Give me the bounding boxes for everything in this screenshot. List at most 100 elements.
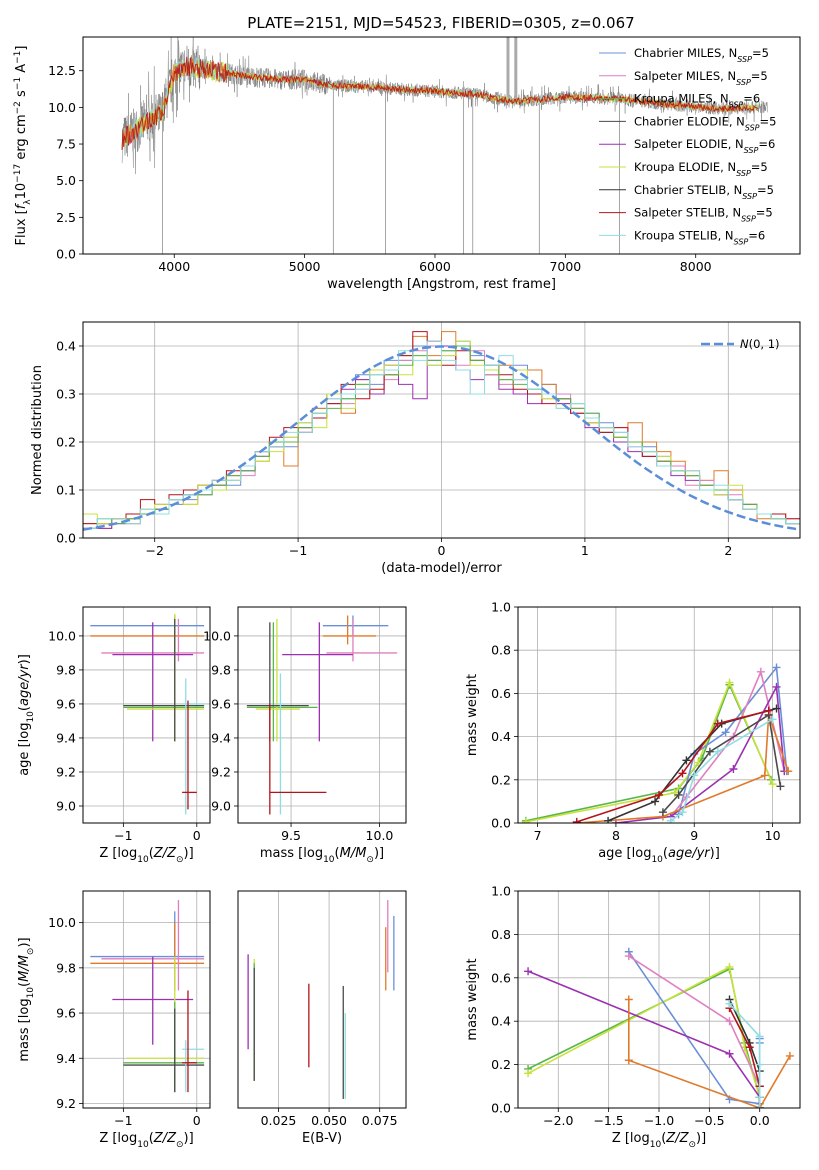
legend-text: Salpeter MILES, N <box>634 69 736 83</box>
x-tick-label: 0 <box>438 543 446 558</box>
y-tick-label: 9.2 <box>56 764 76 779</box>
x-axis-label-part: Z [log <box>612 1131 650 1146</box>
y-axis-label-part: ( <box>17 982 32 987</box>
legend-value: =6 <box>743 92 760 106</box>
x-tick-label: 0 <box>193 1113 201 1128</box>
y-axis-label-part: age/yr <box>17 663 32 706</box>
y-tick-label: 0.0 <box>491 816 511 831</box>
mass-weight-point <box>666 816 675 823</box>
x-axis-label-part: M/M <box>340 846 367 861</box>
plot-area <box>521 663 793 823</box>
mass-weight-point <box>729 765 738 773</box>
axes-8: −2.0 −1.5 −1.0 −0.5 0.0 0.0 0.2 0.4 0.6 0.8 1.0 Z [… <box>465 884 801 1150</box>
mass-weight-point <box>524 967 533 976</box>
axes-6: −1 09.29.49.69.810.0Z [log10(Z/Z⊙)]mass [… <box>17 890 211 1150</box>
axes-2: −2 −1 0 1 2 0.0 0.1 0.2 0.3 0.4 (data-model)/error… <box>30 321 801 576</box>
grid <box>83 607 210 823</box>
legend-entry: Kroupa STELIB, NSSP=6 <box>634 228 765 246</box>
legend-sub: SSP <box>736 77 751 86</box>
y-tick-label: 0.2 <box>56 435 76 450</box>
x-axis-label-part: )] <box>374 846 384 861</box>
mass-weight-point <box>725 1017 734 1026</box>
y-tick-label: 0.0 <box>56 247 76 262</box>
mass-weight-point <box>604 816 613 823</box>
plot-area <box>524 947 794 1108</box>
x-axis-label: Z [log10(Z/Z⊙)] <box>99 846 193 865</box>
mass-weight-line <box>527 967 761 1104</box>
mass-weight-line <box>527 965 761 1104</box>
legend-entry: Salpeter MILES, NSSP=5 <box>634 69 768 87</box>
mass-weight-line <box>615 684 786 823</box>
y-tick-label: 9.6 <box>56 1006 76 1021</box>
y-tick-label: 9.2 <box>56 1096 76 1111</box>
y-axis-label-part: ⊙ <box>26 948 36 956</box>
legend-text: Chabrier STELIB, N <box>634 183 742 197</box>
mass-weight-line <box>662 713 782 813</box>
plot-area <box>247 900 395 1099</box>
x-tick-label: 10 <box>765 828 781 843</box>
mass-weight-point <box>682 756 691 765</box>
y-tick-label: 0.4 <box>56 339 76 354</box>
legend-text: Salpeter STELIB, N <box>634 206 741 220</box>
mass-weight-point <box>572 817 581 823</box>
mass-weight-point <box>651 797 660 806</box>
x-tick-label: 2 <box>724 543 732 558</box>
legend-sub: SSP <box>737 55 752 64</box>
y-axis-label-part: )] <box>17 654 32 664</box>
y-axis-label-part: 10 <box>26 711 36 723</box>
grid <box>518 606 800 824</box>
x-tick-label: 7000 <box>549 259 581 274</box>
mass-weight-point <box>776 782 785 791</box>
x-tick-label: 4000 <box>158 259 190 274</box>
x-tick-label: 0.0 <box>750 1113 770 1128</box>
y-tick-label: 9.0 <box>211 798 231 813</box>
x-axis-label-part: 10 <box>651 855 663 865</box>
x-axis-label-part: Z/Z <box>665 1131 689 1146</box>
legend-entry: Chabrier ELODIE, NSSP=5 <box>634 114 776 131</box>
y-tick-label: 9.8 <box>56 960 76 975</box>
x-tick-label: −1 <box>114 1113 132 1128</box>
mass-weight-point <box>764 706 773 715</box>
x-tick-label: −2 <box>145 543 163 558</box>
mass-weight-point <box>784 767 793 776</box>
x-tick-label: 8000 <box>680 259 712 274</box>
mass-weight-point <box>624 995 633 1004</box>
y-axis-label-part: −17 <box>13 164 23 183</box>
mass-weight-point <box>521 817 530 823</box>
y-tick-label: 9.4 <box>211 730 231 745</box>
plot-area <box>83 331 800 531</box>
y-tick-label: 0.0 <box>491 1101 511 1116</box>
y-tick-label: 0.8 <box>491 643 511 658</box>
y-axis-label-part: −1 <box>13 51 23 64</box>
mass-weight-line <box>576 709 769 823</box>
legend-value: =5 <box>751 69 768 83</box>
mass-weight-point <box>658 808 667 817</box>
mass-weight-point <box>756 667 765 676</box>
x-tick-label: 9 <box>690 828 698 843</box>
x-axis-label-part: 10 <box>137 1140 149 1150</box>
mass-weight-point <box>755 1093 764 1102</box>
x-axis-label-part: age/yr <box>668 846 711 861</box>
y-axis-label-part: 10 <box>14 183 29 200</box>
x-axis-label-part: mass [log <box>260 846 323 861</box>
axes-frame <box>82 36 801 255</box>
x-tick-label: 9.5 <box>281 828 301 843</box>
x-tick-label: 0 <box>193 828 201 843</box>
y-tick-label: 9.6 <box>211 696 231 711</box>
mass-weight-point <box>655 790 663 799</box>
x-tick-label: 5000 <box>289 259 321 274</box>
y-tick-label: 2.5 <box>56 210 76 225</box>
y-axis-label-part: −1 <box>13 77 23 90</box>
mass-weight-point <box>745 1043 754 1052</box>
mass-weight-point <box>713 719 722 728</box>
y-axis-label: age [log10(age/yr)] <box>17 654 36 776</box>
legend-text: Kroupa MILES, N <box>634 92 729 106</box>
mass-weight-point <box>624 952 633 961</box>
y-axis-label-part: Flux [ <box>14 209 29 245</box>
x-axis-label-part: ( <box>149 1131 154 1146</box>
mass-weight-point <box>678 808 687 817</box>
histogram-step <box>83 340 800 529</box>
